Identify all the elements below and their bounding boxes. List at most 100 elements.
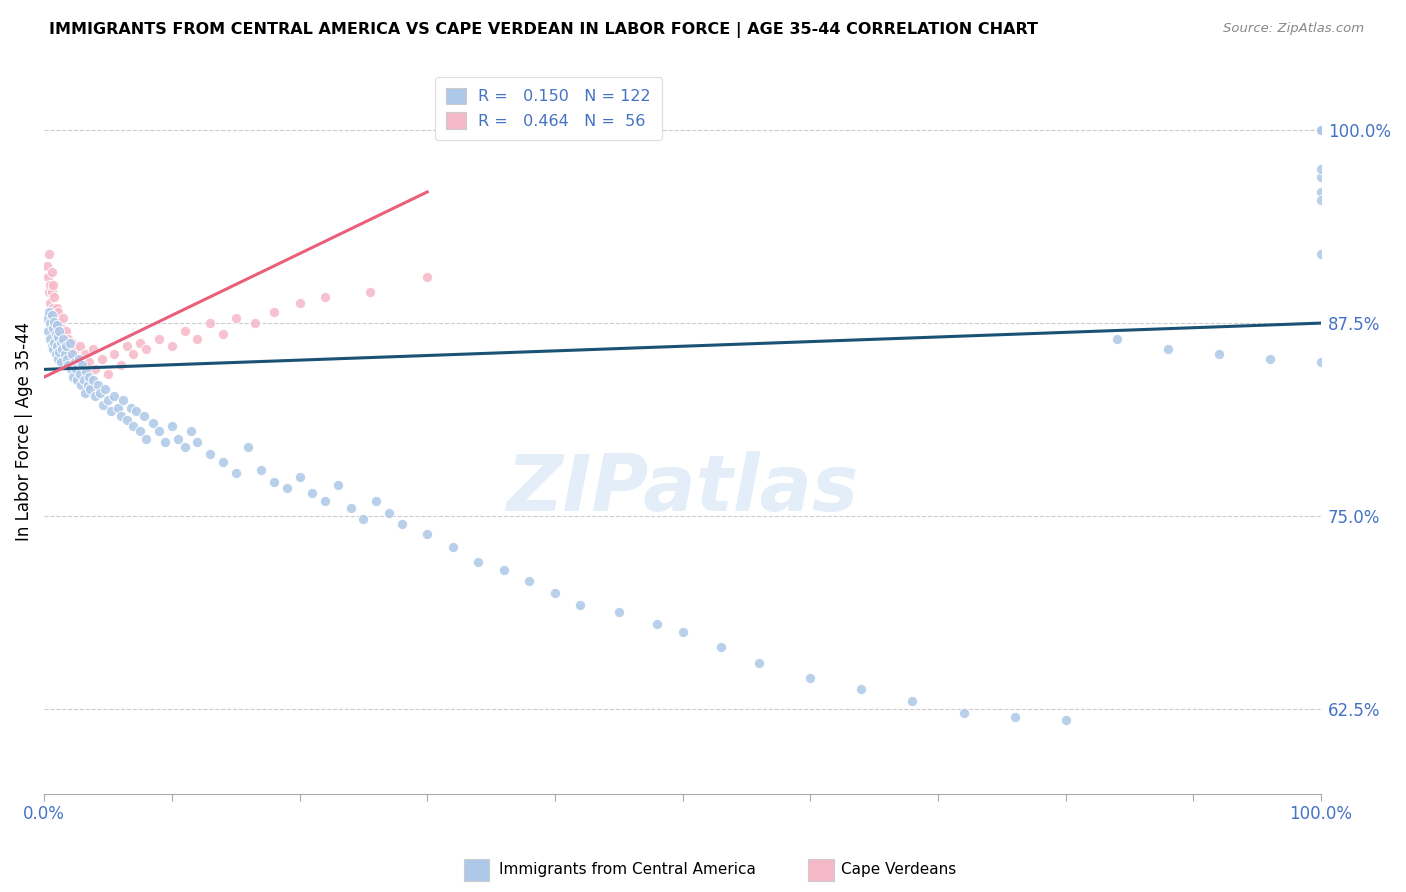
Point xyxy=(82,373,104,387)
Point xyxy=(173,440,195,454)
Point xyxy=(41,309,63,323)
Point xyxy=(416,269,439,284)
Point xyxy=(225,311,247,326)
Point xyxy=(1310,123,1333,137)
Point xyxy=(359,285,381,300)
Point xyxy=(37,269,59,284)
Point xyxy=(314,290,336,304)
Point xyxy=(288,296,311,310)
Point xyxy=(125,404,148,418)
Point xyxy=(66,351,89,366)
Point xyxy=(77,370,100,384)
Point xyxy=(76,377,98,392)
Point xyxy=(198,447,221,461)
Point xyxy=(72,358,94,372)
Text: ZIPatlas: ZIPatlas xyxy=(506,451,859,527)
Point xyxy=(63,354,86,368)
Point xyxy=(326,478,349,492)
Point xyxy=(60,347,83,361)
Point xyxy=(1310,123,1333,137)
Point xyxy=(67,351,90,366)
Point xyxy=(1310,246,1333,260)
Point xyxy=(58,358,80,372)
Text: Immigrants from Central America: Immigrants from Central America xyxy=(499,863,756,877)
Point xyxy=(59,347,82,361)
Point xyxy=(56,351,79,366)
Point xyxy=(44,314,66,328)
Point xyxy=(122,347,145,361)
Point xyxy=(39,277,62,292)
Point xyxy=(42,277,65,292)
Point xyxy=(45,301,67,315)
Point xyxy=(1054,713,1077,727)
Point xyxy=(38,246,60,260)
Point xyxy=(167,432,190,446)
Point xyxy=(97,393,120,408)
Point xyxy=(238,440,260,454)
Point xyxy=(186,332,208,346)
Point xyxy=(492,563,515,577)
Point xyxy=(48,324,70,338)
Point xyxy=(135,432,157,446)
Point xyxy=(52,332,75,346)
Point xyxy=(120,401,142,415)
Point xyxy=(173,324,195,338)
Point xyxy=(180,424,202,438)
Point xyxy=(69,367,91,381)
Point xyxy=(66,373,89,387)
Point xyxy=(77,354,100,368)
Point xyxy=(110,358,132,372)
Point xyxy=(1310,354,1333,368)
Text: Cape Verdeans: Cape Verdeans xyxy=(841,863,956,877)
Point xyxy=(38,305,60,319)
Y-axis label: In Labor Force | Age 35-44: In Labor Force | Age 35-44 xyxy=(15,321,32,541)
Legend: R =   0.150   N = 122, R =   0.464   N =  56: R = 0.150 N = 122, R = 0.464 N = 56 xyxy=(436,77,662,140)
Point xyxy=(89,385,111,400)
Point xyxy=(517,574,540,588)
Point xyxy=(110,409,132,423)
Point xyxy=(128,424,150,438)
Point xyxy=(75,364,97,378)
Point xyxy=(42,301,65,315)
Point xyxy=(41,339,63,353)
Point xyxy=(35,311,58,326)
Point xyxy=(710,640,733,654)
Point xyxy=(82,343,104,357)
Point xyxy=(1310,123,1333,137)
Point xyxy=(160,339,183,353)
Point xyxy=(69,339,91,353)
Point xyxy=(276,481,298,495)
Point xyxy=(46,305,69,319)
Point xyxy=(91,398,114,412)
Point xyxy=(45,316,67,330)
Point xyxy=(1310,185,1333,199)
Point xyxy=(132,409,155,423)
Point xyxy=(58,332,80,346)
Point xyxy=(645,617,668,632)
Point xyxy=(243,316,266,330)
Point xyxy=(46,351,69,366)
Point xyxy=(97,367,120,381)
Point xyxy=(73,385,96,400)
Point xyxy=(607,605,630,619)
Point xyxy=(1157,343,1180,357)
Point xyxy=(73,347,96,361)
Point xyxy=(45,324,67,338)
Point xyxy=(73,373,96,387)
Point xyxy=(1310,123,1333,137)
Point xyxy=(103,389,125,403)
Point xyxy=(45,318,67,332)
Point xyxy=(63,343,86,357)
Point xyxy=(70,377,93,392)
Point xyxy=(42,320,65,334)
Point xyxy=(135,343,157,357)
Point xyxy=(56,343,79,357)
Point xyxy=(263,305,285,319)
Text: Source: ZipAtlas.com: Source: ZipAtlas.com xyxy=(1223,22,1364,36)
Point xyxy=(49,336,72,351)
Point xyxy=(107,401,129,415)
Point xyxy=(366,493,388,508)
Point xyxy=(288,470,311,484)
Point xyxy=(115,413,138,427)
Point xyxy=(90,351,112,366)
